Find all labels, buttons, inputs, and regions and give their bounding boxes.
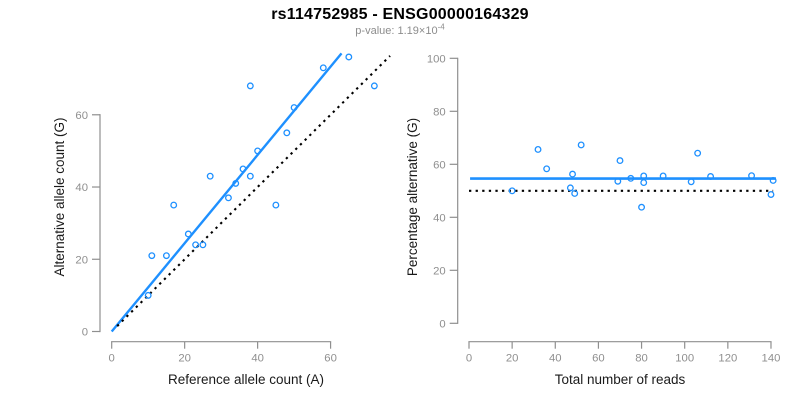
data-point: [748, 172, 756, 180]
x-axis-title: Reference allele count (A): [168, 372, 324, 387]
y-axis-title: Alternative allele count (G): [52, 117, 67, 276]
data-point: [283, 129, 291, 137]
data-point: [767, 191, 775, 198]
y-tick-label: 100: [427, 53, 446, 65]
data-point: [192, 241, 200, 249]
identity-line: [116, 55, 391, 327]
y-tick-label: 20: [75, 254, 88, 266]
data-point: [232, 179, 240, 187]
data-point: [239, 165, 247, 173]
x-tick-label: 40: [251, 353, 264, 365]
data-point: [345, 53, 353, 61]
y-tick-label: 0: [439, 318, 445, 330]
data-point: [224, 194, 232, 202]
x-tick-label: 20: [506, 353, 519, 365]
pvalue-text: p-value: 1.19×10: [355, 25, 438, 37]
data-point: [687, 178, 695, 186]
x-tick-label: 120: [718, 353, 737, 365]
y-tick-label: 60: [75, 110, 88, 122]
data-point: [199, 241, 207, 249]
x-tick-label: 0: [109, 353, 115, 365]
x-tick-label: 0: [466, 353, 472, 365]
data-point: [640, 172, 648, 180]
figure-title: rs114752985 - ENSG00000164329: [271, 6, 529, 23]
data-point: [290, 104, 298, 112]
data-point: [577, 141, 585, 149]
data-point: [638, 203, 646, 211]
y-tick-label: 40: [433, 212, 446, 224]
data-point: [184, 230, 192, 238]
x-tick-label: 40: [549, 353, 562, 365]
data-point: [246, 172, 254, 180]
data-point: [659, 172, 667, 180]
x-tick-label: 60: [324, 353, 337, 365]
data-point: [206, 172, 214, 180]
data-point: [694, 149, 702, 157]
pvalue-exponent: -4: [437, 22, 445, 32]
data-point: [508, 187, 516, 195]
data-point: [571, 189, 579, 197]
data-point: [769, 177, 777, 184]
data-point: [640, 179, 648, 187]
data-point: [246, 82, 254, 90]
x-tick-label: 80: [635, 353, 648, 365]
data-point: [370, 82, 378, 90]
x-tick-label: 140: [762, 353, 781, 365]
data-point: [534, 146, 542, 153]
y-tick-label: 80: [433, 106, 446, 118]
y-tick-label: 40: [75, 182, 88, 194]
data-point: [566, 184, 574, 192]
data-point: [170, 201, 178, 209]
y-tick-label: 60: [433, 159, 446, 171]
x-tick-label: 100: [675, 353, 694, 365]
data-point: [543, 165, 551, 173]
data-point: [627, 174, 635, 182]
data-point: [614, 177, 622, 185]
data-point: [319, 64, 327, 72]
data-point: [569, 170, 576, 178]
y-tick-label: 20: [433, 265, 446, 277]
regression-line: [110, 52, 343, 333]
data-point: [254, 147, 262, 155]
figure-subtitle: p-value: 1.19×10-4: [0, 22, 800, 37]
data-point: [707, 173, 715, 180]
data-point: [162, 252, 170, 260]
data-point: [616, 157, 624, 165]
x-tick-label: 20: [178, 353, 191, 365]
y-tick-label: 0: [82, 327, 88, 339]
data-point: [148, 252, 156, 260]
data-point: [272, 201, 280, 209]
y-axis-title: Percentage alternative (G): [405, 118, 420, 276]
x-axis-title: Total number of reads: [555, 372, 686, 387]
data-point: [144, 291, 152, 299]
x-tick-label: 60: [592, 353, 605, 365]
